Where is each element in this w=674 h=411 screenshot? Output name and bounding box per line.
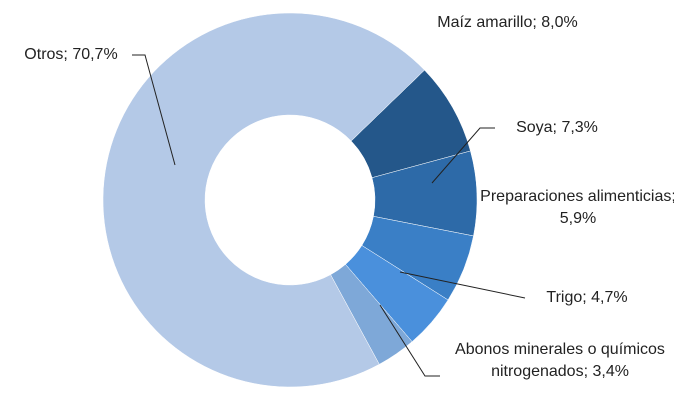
leader-line (399, 271, 526, 299)
slice-label: Preparaciones alimenticias; 5,9% (478, 186, 674, 230)
slice-label: Otros; 70,7% (24, 46, 118, 63)
category-label: Abonos minerales o químicos nitrogenados (455, 341, 665, 380)
value-label: 7,3% (561, 119, 598, 136)
category-label: Soya (516, 119, 553, 136)
leader-line (379, 304, 440, 377)
leader-line (132, 54, 176, 166)
slice-label: Abonos minerales o químicos nitrogenados… (455, 341, 665, 380)
category-label: Otros (24, 46, 64, 63)
category-label: Trigo (546, 289, 583, 306)
slice-label: Trigo; 4,7% (546, 289, 628, 306)
value-label: 70,7% (72, 46, 118, 63)
value-label: 8,0% (541, 14, 578, 31)
category-label: Preparaciones alimenticias (480, 188, 672, 205)
value-label: 5,9% (559, 210, 597, 227)
slice-label: Maíz amarillo; 8,0% (437, 14, 578, 31)
value-label: 3,4% (592, 363, 629, 380)
leader-line (431, 127, 495, 184)
value-label: 4,7% (591, 289, 628, 306)
category-label: Maíz amarillo (437, 14, 533, 31)
slice-label: Soya; 7,3% (516, 119, 598, 136)
